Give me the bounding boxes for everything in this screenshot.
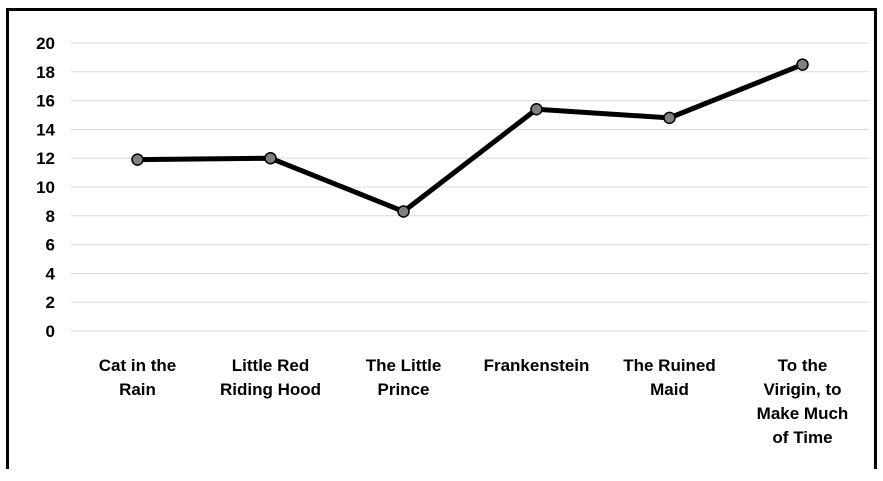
y-tick-label: 12 <box>36 149 55 168</box>
x-category-label-line: Maid <box>650 380 689 399</box>
x-category-label-line: Little Red <box>232 356 309 375</box>
data-point-marker <box>530 102 543 116</box>
x-category-label: Little Red Riding Hood <box>220 356 321 399</box>
x-category-label-line: To the <box>778 356 828 375</box>
x-category-label: Frankenstein <box>484 356 590 375</box>
x-category-label-line: Make Much <box>757 404 849 423</box>
x-category-label-line: Rain <box>119 380 156 399</box>
y-axis-tick-labels: 0 2 4 6 8 10 12 14 16 18 20 <box>36 34 55 341</box>
y-tick-label: 20 <box>36 34 55 53</box>
x-category-label: The Little Prince <box>366 356 442 399</box>
x-axis-category-labels: Cat in the Rain Little Red Riding Hood The L… <box>99 356 849 447</box>
x-category-label-line: The Little <box>366 356 442 375</box>
x-category-label-line: Virigin, to <box>763 380 841 399</box>
y-tick-label: 18 <box>36 63 55 82</box>
series-line <box>137 62 804 214</box>
data-point-marker <box>663 111 676 125</box>
y-tick-label: 14 <box>36 120 55 139</box>
y-tick-label: 6 <box>46 236 55 255</box>
x-category-label-line: Cat in the <box>99 356 176 375</box>
y-tick-label: 16 <box>36 92 55 111</box>
y-tick-label: 0 <box>46 322 55 341</box>
y-tick-label: 10 <box>36 178 55 197</box>
x-category-label-line: of Time <box>772 428 832 447</box>
x-category-label-line: Prince <box>378 380 430 399</box>
data-point-marker <box>264 151 277 165</box>
line-chart: 0 2 4 6 8 10 12 14 16 18 20 Cat in the Rain Little R… <box>36 34 869 447</box>
x-category-label: The Ruined Maid <box>623 356 716 399</box>
data-point-marker <box>397 205 410 218</box>
series-markers <box>131 58 809 218</box>
y-tick-label: 2 <box>46 293 55 312</box>
x-category-label-line: The Ruined <box>623 356 716 375</box>
x-category-label-line: Riding Hood <box>220 380 321 399</box>
series-line-path <box>137 62 804 214</box>
y-tick-label: 4 <box>46 264 56 283</box>
data-point-marker <box>796 58 809 71</box>
x-category-label-line: Frankenstein <box>484 356 590 375</box>
chart-frame: 0 2 4 6 8 10 12 14 16 18 20 Cat in the Rain Little R… <box>6 8 877 469</box>
y-tick-label: 8 <box>46 207 55 226</box>
x-category-label: To the Virigin, to Make Much of Time <box>757 356 849 447</box>
x-category-label: Cat in the Rain <box>99 356 176 399</box>
data-point-marker <box>131 153 144 166</box>
